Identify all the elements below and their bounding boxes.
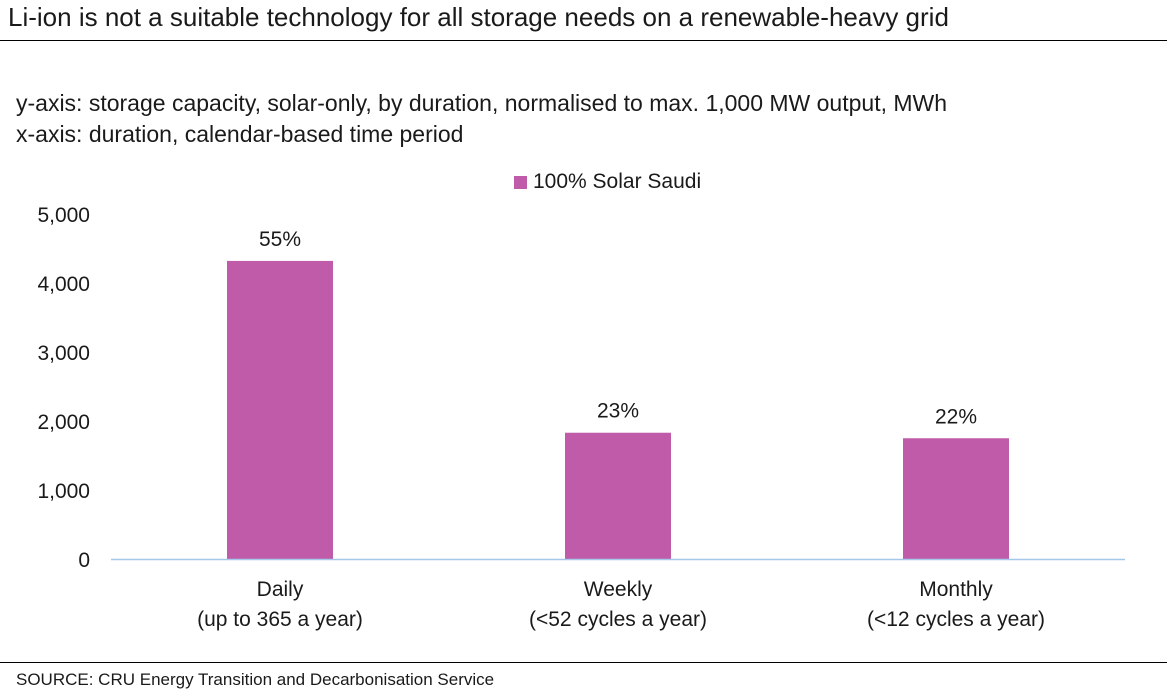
- chart-title: Li-ion is not a suitable technology for …: [8, 2, 949, 32]
- bar: [565, 432, 671, 559]
- y-tick-label: 4,000: [37, 273, 90, 296]
- y-tick-label: 3,000: [37, 342, 90, 365]
- bar-chart: 0 1,000 2,000 3,000 4,000 5,000 55% Daily (up to…: [37, 204, 1125, 631]
- x-tick-label: Weekly: [584, 578, 653, 601]
- y-axis-description: y-axis: storage capacity, solar-only, by…: [16, 90, 948, 116]
- x-tick-label: Monthly: [919, 578, 993, 601]
- x-tick-label: (<12 cycles a year): [867, 608, 1045, 631]
- y-tick-label: 5,000: [37, 204, 90, 227]
- bar: [227, 260, 333, 559]
- legend-label: 100% Solar Saudi: [533, 170, 702, 193]
- bar-value-label: 55%: [259, 228, 301, 251]
- legend-swatch: [514, 175, 527, 189]
- x-tick-label: (<52 cycles a year): [529, 608, 707, 631]
- source-note: SOURCE: CRU Energy Transition and Decarb…: [16, 670, 495, 689]
- footer-divider: [0, 662, 1167, 663]
- y-tick-label: 1,000: [37, 480, 90, 503]
- legend: 100% Solar Saudi: [514, 170, 701, 194]
- x-axis-description: x-axis: duration, calendar-based time pe…: [16, 121, 464, 147]
- bar-value-label: 22%: [935, 405, 977, 428]
- y-tick-label: 0: [78, 549, 90, 572]
- x-tick-label: (up to 365 a year): [197, 608, 363, 631]
- x-tick-label: Daily: [257, 578, 304, 601]
- bar: [903, 438, 1009, 559]
- y-tick-label: 2,000: [37, 411, 90, 434]
- bar-value-label: 23%: [597, 400, 639, 423]
- title-divider: [0, 40, 1167, 41]
